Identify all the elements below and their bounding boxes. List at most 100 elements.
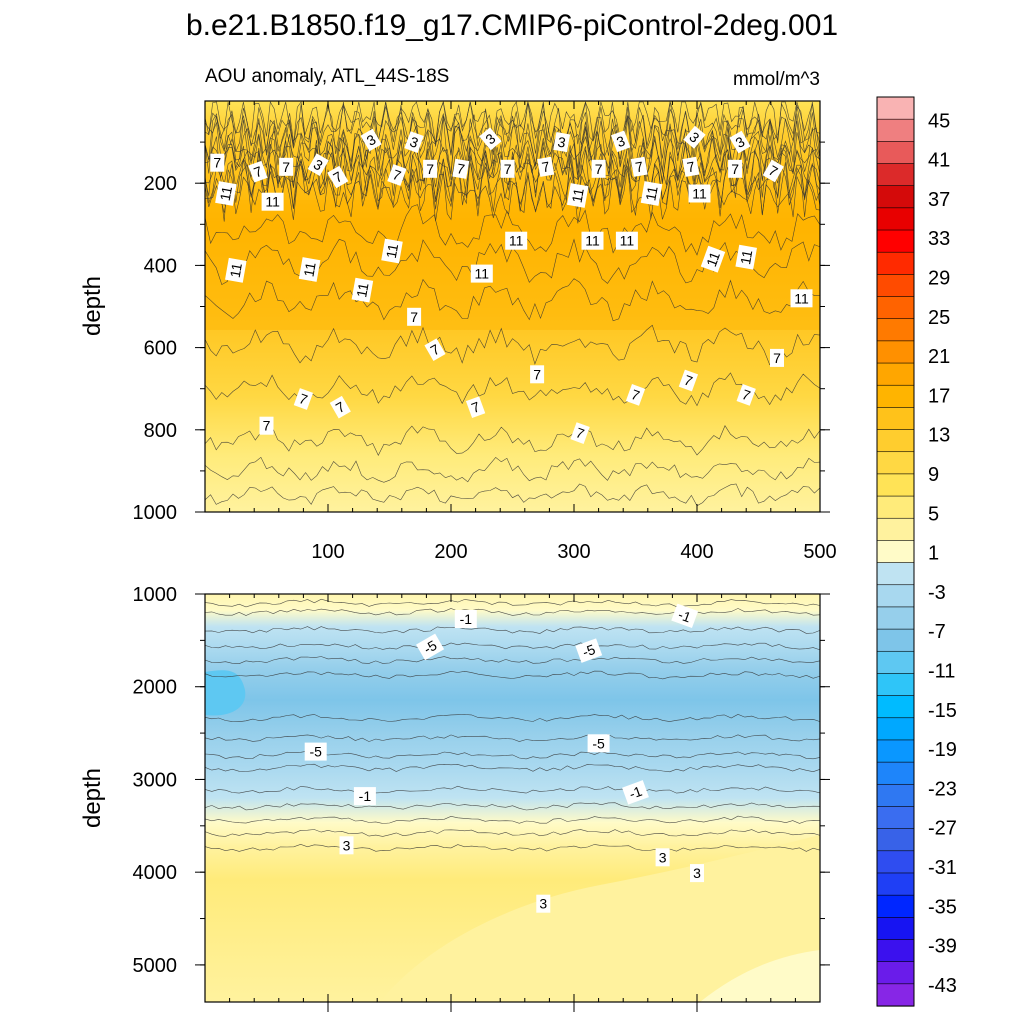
contour-line (204, 425, 821, 456)
svg-text:11: 11 (509, 233, 524, 249)
colorbar-swatch (876, 185, 915, 209)
contour-label: 11 (261, 192, 284, 211)
colorbar-swatch (876, 783, 915, 808)
colorbar-swatch (876, 296, 915, 320)
colorbar-swatch (876, 141, 915, 165)
contour-label: -5 (416, 633, 445, 661)
colorbar-swatch (876, 318, 915, 342)
y-tick-label: 5000 (133, 955, 178, 977)
colorbar-label: -23 (928, 778, 957, 800)
contour-label: 11 (640, 181, 663, 206)
contour-label: 11 (215, 181, 237, 206)
contour-line (204, 204, 821, 256)
svg-text:11: 11 (692, 186, 707, 202)
y-tick-label: 1000 (133, 584, 178, 606)
svg-text:3: 3 (343, 837, 351, 853)
contour-label: -5 (575, 638, 603, 663)
contour-label: -5 (304, 742, 327, 761)
svg-text:11: 11 (794, 290, 809, 306)
contour-line (204, 456, 821, 483)
colorbar-swatch (876, 473, 915, 497)
colorbar-swatch (876, 340, 915, 364)
colorbar-label: -31 (928, 857, 957, 879)
contour-label: 11 (735, 244, 757, 270)
lower-contour-labels: -1 -1 -5 -5 -5 -5 -1 -1 3 3 3 3 (304, 603, 704, 913)
contour-label: 7 (210, 153, 225, 172)
colorbar-label: 5 (928, 503, 939, 525)
svg-text:-5: -5 (580, 641, 597, 660)
colorbar-swatch (876, 274, 915, 298)
contour-line (204, 734, 821, 742)
colorbar-swatch (876, 961, 915, 985)
contour-label: 11 (225, 257, 247, 283)
colorbar-swatch (876, 828, 915, 852)
svg-text:7: 7 (504, 161, 512, 177)
contour-label: 11 (298, 257, 321, 282)
colorbar-label: -3 (928, 582, 946, 604)
contour-line (204, 324, 821, 366)
colorbar-swatch (876, 650, 915, 675)
contour-line (204, 829, 821, 837)
contour-label: 7 (423, 159, 438, 178)
contour-line (204, 656, 821, 665)
colorbar-swatch (876, 229, 915, 253)
colorbar-label: -15 (928, 700, 957, 722)
y-tick-label: 2000 (133, 677, 178, 699)
contour-line (204, 483, 821, 507)
colorbar-label: -39 (928, 936, 957, 958)
svg-text:11: 11 (620, 233, 635, 249)
lower-contour-lines (204, 598, 821, 852)
contour-line (204, 802, 821, 811)
colorbar-swatch (876, 739, 915, 763)
contour-label: 7 (736, 384, 756, 406)
colorbar-label: 9 (928, 464, 939, 486)
colorbar-label: 29 (928, 268, 950, 290)
contour-label: 3 (690, 864, 704, 883)
figure-title: b.e21.B1850.f19_g17.CMIP6-piControl-2deg… (186, 9, 838, 42)
colorbar-swatch (876, 495, 915, 519)
y-tick-label: 400 (144, 255, 177, 277)
contour-label: 3 (307, 153, 329, 176)
colorbar-label: -11 (928, 661, 955, 683)
contour-label: 3 (553, 132, 571, 153)
colorbar-swatch (876, 628, 915, 652)
contour-label: 11 (505, 231, 528, 250)
colorbar-label: 1 (928, 543, 939, 565)
contour-label: 7 (424, 338, 446, 361)
contour-line (204, 713, 821, 723)
contour-label: 3 (404, 131, 424, 153)
svg-text:11: 11 (569, 187, 587, 204)
colorbar-swatch (876, 673, 915, 697)
colorbar-swatch (876, 917, 915, 941)
colorbar-swatch (876, 251, 915, 275)
contour-line (204, 278, 821, 322)
contour-label: 11 (470, 264, 493, 283)
x-tick-label: 200 (434, 541, 467, 563)
y-tick-label: 4000 (133, 862, 178, 884)
colorbar-swatch (876, 606, 915, 630)
lower-plot-frame (204, 593, 821, 1003)
colorbar-label: -19 (928, 739, 957, 761)
contour-line (204, 117, 821, 175)
svg-text:3: 3 (539, 896, 547, 912)
colorbar-swatch (876, 451, 915, 475)
svg-text:-1: -1 (359, 788, 372, 804)
svg-text:7: 7 (731, 161, 739, 177)
contour-label: 3 (536, 894, 551, 913)
colorbar-label: 33 (928, 228, 950, 250)
svg-text:11: 11 (265, 194, 280, 210)
contour-label: -1 (353, 787, 376, 806)
contour-line (204, 101, 821, 155)
svg-text:7: 7 (540, 158, 551, 175)
svg-text:7: 7 (595, 161, 603, 177)
svg-text:7: 7 (634, 158, 645, 175)
contour-label: 7 (387, 164, 407, 186)
colorbar-swatch (876, 850, 915, 874)
contour-label: 7 (248, 160, 268, 183)
colorbar-label: 45 (928, 110, 950, 132)
colorbar-label: 37 (928, 189, 950, 211)
contour-label: 11 (688, 184, 711, 203)
colorbar-swatch (876, 761, 915, 785)
svg-text:3: 3 (659, 849, 667, 865)
